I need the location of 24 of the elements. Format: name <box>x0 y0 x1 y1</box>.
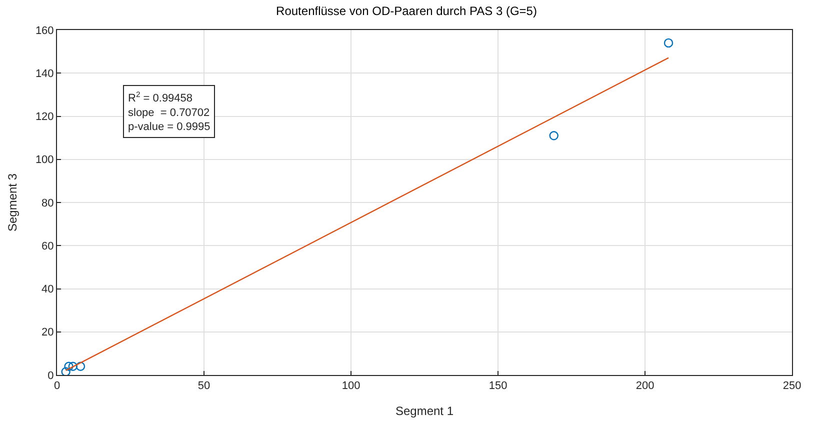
point <box>61 367 70 375</box>
y-tick-label: 60 <box>42 240 54 252</box>
x-tick-label: 250 <box>782 380 802 392</box>
x-axis-title: Segment 1 <box>395 404 454 418</box>
point <box>68 362 78 371</box>
y-tick-label: 120 <box>35 111 54 124</box>
point <box>76 362 86 371</box>
y-axis-title: Segment 3 <box>6 173 20 232</box>
point <box>549 131 558 140</box>
x-tick-label: 200 <box>636 380 654 392</box>
x-tick-label: 150 <box>488 380 508 392</box>
y-tick-label: 80 <box>42 197 54 210</box>
annotation: R$^{2}$ = 0.99458 slope = 0.70702 p-value = 0.9995 <box>128 90 210 134</box>
x-tick-label: 100 <box>342 380 360 392</box>
y-tick-label: 20 <box>42 326 54 339</box>
y-tick-label: 160 <box>35 24 54 37</box>
point <box>64 362 74 371</box>
y-tick-label: 0 <box>48 370 54 382</box>
y-tick-label: 100 <box>35 154 54 166</box>
x-tick-label: 50 <box>198 380 210 392</box>
y-tick-label: 140 <box>35 68 54 80</box>
y-tick-label: 40 <box>42 284 54 296</box>
chart-title: Routenflüsse von OD-Paaren durch PAS 3 (G=5) <box>276 4 537 18</box>
point <box>664 38 674 48</box>
